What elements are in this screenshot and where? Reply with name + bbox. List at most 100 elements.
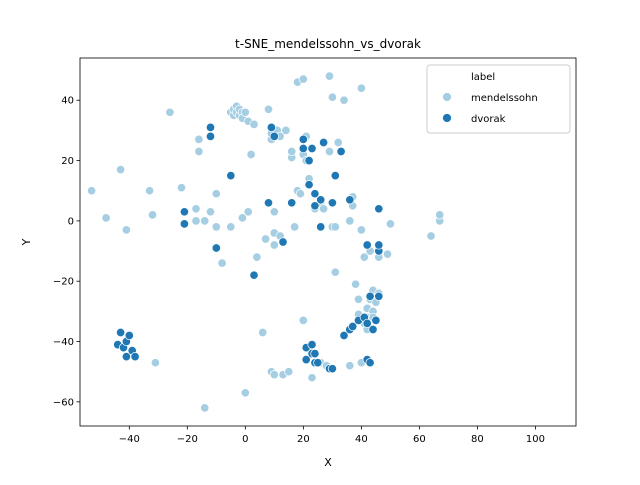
data-point-dvorak xyxy=(263,198,274,208)
data-point-dvorak xyxy=(226,171,236,181)
chart-title: t-SNE_mendelssohn_vs_dvorak xyxy=(235,37,421,51)
data-point-dvorak xyxy=(336,146,346,157)
legend: label mendelssohn dvorak xyxy=(426,64,571,134)
data-point-dvorak xyxy=(287,198,297,208)
axes-frame xyxy=(79,57,577,427)
x-tick-label: 100 xyxy=(526,434,545,445)
data-point-mendelssohn xyxy=(298,315,308,325)
data-point-mendelssohn xyxy=(200,216,210,226)
data-point-mendelssohn xyxy=(240,107,250,117)
data-point-mendelssohn xyxy=(191,204,201,214)
legend-title: label xyxy=(471,72,495,83)
data-point-dvorak xyxy=(330,171,340,181)
data-point-dvorak xyxy=(310,189,320,199)
x-tick-label: 0 xyxy=(242,434,248,445)
data-point-dvorak xyxy=(362,318,372,328)
legend-label-mendelssohn: mendelssohn xyxy=(471,93,538,104)
data-point-dvorak xyxy=(365,358,375,368)
data-point-mendelssohn xyxy=(145,186,155,196)
data-point-mendelssohn xyxy=(121,225,131,235)
data-point-mendelssohn xyxy=(217,258,227,268)
data-point-mendelssohn xyxy=(356,225,366,235)
data-point-mendelssohn xyxy=(435,210,445,220)
data-point-mendelssohn xyxy=(330,267,340,277)
data-point-mendelssohn xyxy=(194,134,204,144)
data-point-mendelssohn xyxy=(307,373,317,383)
data-point-dvorak xyxy=(348,321,358,332)
data-point-mendelssohn xyxy=(240,388,250,398)
data-point-mendelssohn xyxy=(269,207,279,217)
data-point-dvorak xyxy=(304,156,314,166)
data-point-mendelssohn xyxy=(333,137,343,148)
data-point-mendelssohn xyxy=(353,294,364,304)
y-axis-label: Y xyxy=(20,238,33,246)
data-point-mendelssohn xyxy=(382,249,393,259)
data-point-dvorak xyxy=(316,222,326,232)
data-point-mendelssohn xyxy=(327,92,337,102)
data-point-dvorak xyxy=(368,324,378,335)
data-point-dvorak xyxy=(319,137,329,148)
y-tick-label: 40 xyxy=(61,96,74,107)
data-point-dvorak xyxy=(179,219,189,229)
data-point-dvorak xyxy=(365,291,375,301)
data-point-mendelssohn xyxy=(426,231,436,241)
data-point-mendelssohn xyxy=(249,119,259,129)
y-tick-label: 20 xyxy=(61,156,74,167)
data-point-mendelssohn xyxy=(243,207,253,217)
data-point-dvorak xyxy=(298,143,308,154)
data-point-dvorak xyxy=(205,131,216,141)
data-point-mendelssohn xyxy=(345,216,355,226)
data-point-dvorak xyxy=(205,122,216,132)
data-point-dvorak xyxy=(339,330,349,341)
data-point-mendelssohn xyxy=(211,189,221,199)
data-point-dvorak xyxy=(307,340,317,350)
data-point-dvorak xyxy=(327,198,337,208)
data-point-mendelssohn xyxy=(116,165,126,175)
data-point-dvorak xyxy=(298,134,308,144)
data-point-mendelssohn xyxy=(324,71,335,81)
axis-ticks: −40 −20 0 20 40 60 80 100 −60 −40 −20 0 20 40 xyxy=(53,96,545,445)
data-point-mendelssohn xyxy=(263,104,274,114)
y-tick-label: 0 xyxy=(68,216,74,227)
y-tick-label: −20 xyxy=(53,277,74,288)
data-point-dvorak xyxy=(345,195,355,205)
data-point-dvorak xyxy=(179,207,189,217)
data-point-mendelssohn xyxy=(295,189,305,199)
data-point-mendelssohn xyxy=(281,125,291,135)
y-tick-label: −60 xyxy=(53,397,74,408)
data-point-mendelssohn xyxy=(258,327,268,338)
data-point-mendelssohn xyxy=(226,222,236,232)
x-axis-label: X xyxy=(324,456,332,469)
x-tick-label: 80 xyxy=(471,434,484,445)
data-point-mendelssohn xyxy=(101,213,111,223)
data-point-dvorak xyxy=(116,327,126,338)
data-point-mendelssohn xyxy=(298,74,308,84)
data-point-mendelssohn xyxy=(165,107,175,117)
data-point-mendelssohn xyxy=(205,207,216,217)
legend-marker-dvorak xyxy=(442,113,452,123)
data-point-dvorak xyxy=(374,204,384,214)
x-tick-label: −20 xyxy=(177,434,198,445)
data-point-dvorak xyxy=(301,355,311,365)
data-point-mendelssohn xyxy=(200,403,210,413)
data-point-dvorak xyxy=(374,291,384,301)
data-point-mendelssohn xyxy=(237,213,247,223)
data-point-mendelssohn xyxy=(176,183,187,193)
x-tick-label: 20 xyxy=(297,434,310,445)
plot-area xyxy=(87,71,445,413)
data-point-dvorak xyxy=(304,180,314,190)
data-point-dvorak xyxy=(278,237,288,247)
data-point-dvorak xyxy=(374,240,384,250)
data-point-mendelssohn xyxy=(87,186,97,196)
data-point-mendelssohn xyxy=(319,204,329,214)
data-point-mendelssohn xyxy=(150,358,160,368)
data-point-dvorak xyxy=(316,195,326,205)
data-point-dvorak xyxy=(327,364,337,374)
data-point-dvorak xyxy=(130,352,140,362)
data-point-dvorak xyxy=(307,143,317,154)
data-point-mendelssohn xyxy=(261,234,271,244)
data-point-mendelssohn xyxy=(269,240,279,250)
data-point-mendelssohn xyxy=(287,146,297,157)
